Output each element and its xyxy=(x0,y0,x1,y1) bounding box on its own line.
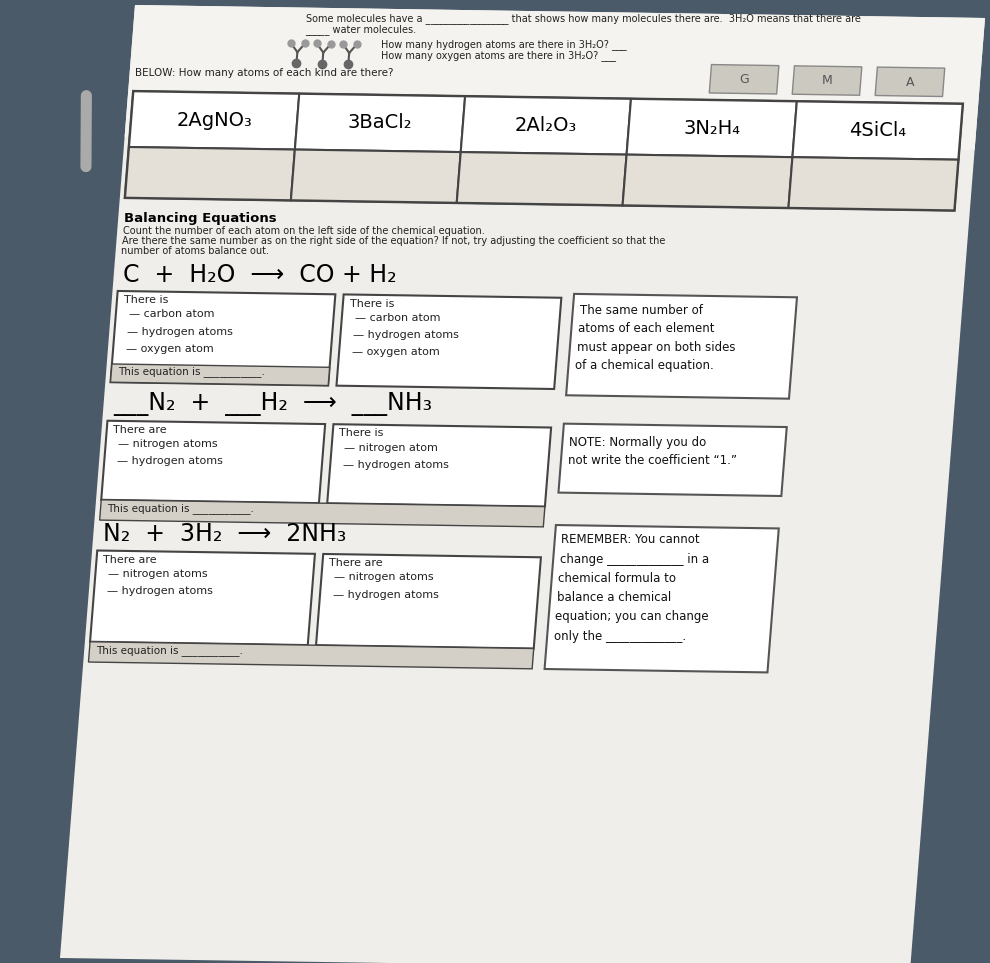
Polygon shape xyxy=(90,551,315,645)
Text: There are: There are xyxy=(103,555,156,564)
Text: change _____________ in a: change _____________ in a xyxy=(560,553,709,565)
Text: — hydrogen atoms: — hydrogen atoms xyxy=(128,326,234,337)
Text: 3BaCl₂: 3BaCl₂ xyxy=(347,114,412,133)
Text: — carbon atom: — carbon atom xyxy=(354,313,441,323)
Text: There is: There is xyxy=(349,299,394,308)
Text: Are there the same number as on the right side of the equation? If not, try adju: Are there the same number as on the righ… xyxy=(122,236,665,247)
Text: C  +  H₂O  ⟶  CO + H₂: C + H₂O ⟶ CO + H₂ xyxy=(123,263,397,287)
Text: — oxygen atom: — oxygen atom xyxy=(352,348,440,357)
Polygon shape xyxy=(788,157,958,210)
Text: — hydrogen atoms: — hydrogen atoms xyxy=(333,589,439,600)
Polygon shape xyxy=(60,5,985,963)
Text: How many oxygen atoms are there in 3H₂O? ___: How many oxygen atoms are there in 3H₂O?… xyxy=(380,50,616,62)
Text: How many hydrogen atoms are there in 3H₂O? ___: How many hydrogen atoms are there in 3H₂… xyxy=(381,39,627,50)
Text: There is: There is xyxy=(340,429,384,438)
Text: REMEMBER: You cannot: REMEMBER: You cannot xyxy=(561,534,700,546)
Polygon shape xyxy=(792,65,862,95)
Text: — hydrogen atoms: — hydrogen atoms xyxy=(353,330,459,340)
Text: — hydrogen atoms: — hydrogen atoms xyxy=(117,456,223,466)
Polygon shape xyxy=(456,152,627,205)
Text: The same number of: The same number of xyxy=(579,304,702,317)
Text: BELOW: How many atoms of each kind are there?: BELOW: How many atoms of each kind are t… xyxy=(136,68,394,78)
Text: — hydrogen atoms: — hydrogen atoms xyxy=(344,460,449,470)
Text: — nitrogen atoms: — nitrogen atoms xyxy=(108,569,208,579)
Polygon shape xyxy=(558,424,787,496)
Polygon shape xyxy=(627,99,797,157)
Polygon shape xyxy=(316,554,541,648)
Polygon shape xyxy=(100,500,544,527)
Text: chemical formula to: chemical formula to xyxy=(558,572,676,585)
Text: atoms of each element: atoms of each element xyxy=(578,323,715,335)
Polygon shape xyxy=(111,364,330,385)
Polygon shape xyxy=(875,67,944,96)
Text: 4SiCl₄: 4SiCl₄ xyxy=(849,121,906,140)
Polygon shape xyxy=(566,294,797,399)
Text: _____ water molecules.: _____ water molecules. xyxy=(305,24,416,35)
Text: number of atoms balance out.: number of atoms balance out. xyxy=(121,247,269,256)
Polygon shape xyxy=(101,421,325,503)
Text: There are: There are xyxy=(114,425,167,435)
Text: ___N₂  +  ___H₂  ⟶  ___NH₃: ___N₂ + ___H₂ ⟶ ___NH₃ xyxy=(113,392,432,416)
Text: This equation is ___________.: This equation is ___________. xyxy=(107,503,254,514)
Text: Count the number of each atom on the left side of the chemical equation.: Count the number of each atom on the lef… xyxy=(123,226,484,236)
Text: must appear on both sides: must appear on both sides xyxy=(576,341,736,353)
Text: Balancing Equations: Balancing Equations xyxy=(124,212,276,225)
Polygon shape xyxy=(291,149,460,203)
Text: There are: There are xyxy=(329,559,383,568)
Text: This equation is ___________.: This equation is ___________. xyxy=(118,366,265,377)
Text: Some molecules have a _________________ that shows how many molecules there are.: Some molecules have a _________________ … xyxy=(306,13,860,23)
Text: — nitrogen atom: — nitrogen atom xyxy=(345,443,439,453)
Polygon shape xyxy=(111,291,336,385)
Text: A: A xyxy=(906,76,914,89)
Text: 3N₂H₄: 3N₂H₄ xyxy=(683,118,741,138)
Text: — oxygen atom: — oxygen atom xyxy=(126,344,214,353)
Polygon shape xyxy=(792,101,962,160)
Polygon shape xyxy=(129,91,299,149)
Polygon shape xyxy=(337,295,561,389)
Polygon shape xyxy=(328,424,551,507)
Text: There is: There is xyxy=(124,295,168,305)
Text: This equation is ___________.: This equation is ___________. xyxy=(96,645,243,656)
Polygon shape xyxy=(125,5,985,150)
Text: only the _____________.: only the _____________. xyxy=(554,630,686,642)
Text: — nitrogen atoms: — nitrogen atoms xyxy=(119,439,218,449)
Polygon shape xyxy=(460,96,631,155)
Text: NOTE: Normally you do: NOTE: Normally you do xyxy=(569,436,707,449)
Polygon shape xyxy=(125,91,962,210)
Text: 2AgNO₃: 2AgNO₃ xyxy=(176,111,252,130)
Text: of a chemical equation.: of a chemical equation. xyxy=(575,359,714,372)
Text: not write the coefficient “1.”: not write the coefficient “1.” xyxy=(567,455,737,467)
Text: N₂  +  3H₂  ⟶  2NH₃: N₂ + 3H₂ ⟶ 2NH₃ xyxy=(103,522,346,546)
Text: 2Al₂O₃: 2Al₂O₃ xyxy=(515,116,577,135)
Text: — carbon atom: — carbon atom xyxy=(129,309,214,320)
Polygon shape xyxy=(544,525,779,672)
Text: — nitrogen atoms: — nitrogen atoms xyxy=(335,572,434,583)
Text: balance a chemical: balance a chemical xyxy=(557,591,671,604)
Polygon shape xyxy=(295,93,465,152)
Text: M: M xyxy=(822,74,833,88)
Text: G: G xyxy=(740,73,748,86)
Text: equation; you can change: equation; you can change xyxy=(555,611,709,623)
Polygon shape xyxy=(88,641,534,669)
Polygon shape xyxy=(623,155,792,208)
Text: — hydrogen atoms: — hydrogen atoms xyxy=(107,586,213,596)
Polygon shape xyxy=(125,147,295,200)
Polygon shape xyxy=(709,65,779,94)
